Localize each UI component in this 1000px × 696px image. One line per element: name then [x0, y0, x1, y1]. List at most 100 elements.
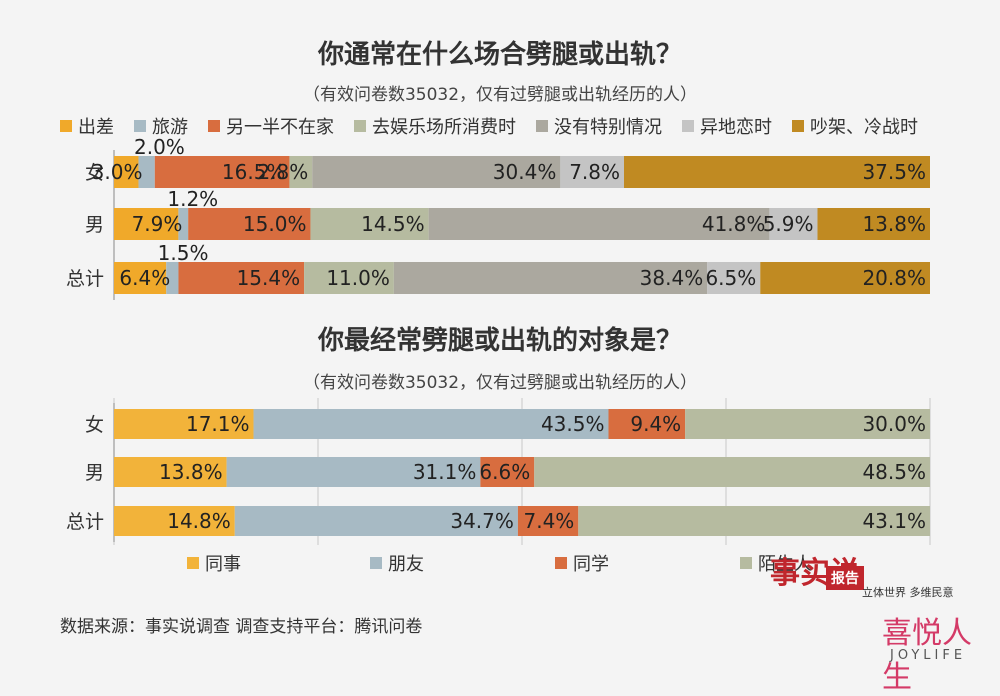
- chart-1-title: 你通常在什么场合劈腿或出轨？: [317, 40, 682, 70]
- legend-item: 同学: [555, 550, 609, 576]
- bar-segment: [138, 156, 155, 188]
- data-label: 6.4%: [119, 266, 170, 290]
- bar-segment: [178, 208, 189, 240]
- legend-swatch: [555, 557, 567, 569]
- data-label: 41.8%: [702, 212, 766, 236]
- bar-segment: [312, 156, 561, 188]
- chart-1-plot: 女3.0%2.0% 16.5%2.8% 30.4% 7.8% 37.5% 男 7.9%1.2…: [66, 135, 930, 300]
- legend-label: 没有特别情况: [554, 117, 662, 138]
- legend-swatch: [354, 120, 366, 132]
- bar-segment: [817, 208, 930, 240]
- legend-item: 出差: [60, 113, 114, 139]
- data-label: 48.5%: [862, 460, 926, 484]
- data-label: 20.8%: [862, 266, 926, 290]
- bar-segment: [624, 156, 930, 188]
- bar-segment: [188, 208, 311, 240]
- brand-watermark: 事实说 报告 立体世界 多维民意 喜悦人生 JOYLIFE: [770, 548, 1000, 695]
- category-label: 男: [85, 462, 104, 484]
- legend-swatch: [792, 120, 804, 132]
- legend-swatch: [208, 120, 220, 132]
- data-label: 9.4%: [630, 412, 681, 436]
- chart-2-legend: 同事 朋友 同学 陌生人: [0, 550, 1000, 580]
- data-label: 7.8%: [569, 160, 620, 184]
- data-label: 7.9%: [132, 212, 183, 236]
- data-label: 34.7%: [450, 509, 514, 533]
- bar-segment: [534, 457, 930, 487]
- chart-2-title: 你最经常劈腿或出轨的对象是？: [317, 326, 682, 356]
- bar-segment: [560, 156, 624, 188]
- bar-segment: [114, 457, 227, 487]
- data-label: 38.4%: [640, 266, 704, 290]
- legend-item: 没有特别情况: [536, 113, 662, 139]
- category-label: 男: [85, 214, 104, 236]
- data-label: 43.5%: [541, 412, 605, 436]
- legend-label: 吵架、冷战时: [810, 117, 918, 138]
- legend-swatch: [370, 557, 382, 569]
- legend-swatch: [536, 120, 548, 132]
- bar-segment: [480, 457, 535, 487]
- legend-item: 同事: [187, 550, 241, 576]
- bar-segment: [178, 262, 305, 294]
- legend-swatch: [134, 120, 146, 132]
- bar-segment: [428, 208, 770, 240]
- data-label: 11.0%: [326, 266, 390, 290]
- brand-report-tag: 报告: [826, 566, 864, 590]
- bar-segment: [253, 409, 609, 439]
- legend-item: 另一半不在家: [208, 113, 334, 139]
- bar-segment: [226, 457, 481, 487]
- bar-segment: [517, 506, 579, 536]
- legend-swatch: [740, 557, 752, 569]
- legend-item: 吵架、冷战时: [792, 113, 918, 139]
- category-label: 总计: [66, 268, 104, 290]
- legend-label: 朋友: [388, 554, 424, 575]
- legend-swatch: [60, 120, 72, 132]
- bar-segment: [114, 262, 167, 294]
- brand-slogan: 立体世界 多维民意: [862, 586, 954, 599]
- bar-segment: [166, 262, 179, 294]
- bar-segment: [114, 156, 139, 188]
- chart-1-subtitle: （有效问卷数35032，仅有过劈腿或出轨经历的人）: [302, 85, 698, 105]
- bar-segment: [608, 409, 686, 439]
- data-label: 13.8%: [862, 212, 926, 236]
- legend-label: 陌生人: [758, 554, 812, 575]
- bar-segment: [114, 409, 254, 439]
- data-label: 1.2%: [167, 187, 218, 211]
- data-label: 3.0%: [92, 160, 143, 184]
- bar-segment: [304, 262, 394, 294]
- bar-segment: [769, 208, 818, 240]
- legend-label: 去娱乐场所消费时: [372, 117, 516, 138]
- legend-label: 同事: [205, 554, 241, 575]
- bar-segment: [114, 208, 179, 240]
- legend-label: 同学: [573, 554, 609, 575]
- category-label: 总计: [66, 511, 104, 533]
- data-label: 6.6%: [479, 460, 530, 484]
- data-label: 14.5%: [361, 212, 425, 236]
- data-label: 15.4%: [237, 266, 301, 290]
- bar-segment: [707, 262, 761, 294]
- data-label: 14.8%: [167, 509, 231, 533]
- data-label: 2.8%: [257, 160, 308, 184]
- bar-segment: [234, 506, 518, 536]
- category-label: 女: [85, 162, 104, 184]
- data-label: 31.1%: [413, 460, 477, 484]
- chart-2-plot: 女 17.1% 43.5% 9.4% 30.0% 男 13.8% 31.1% 6.6% 48.5%…: [66, 398, 931, 545]
- data-label: 2.0%: [134, 135, 185, 159]
- data-label: 7.4%: [523, 509, 574, 533]
- chart-2-subtitle: （有效问卷数35032，仅有过劈腿或出轨经历的人）: [302, 373, 698, 393]
- category-label: 女: [85, 414, 104, 436]
- bar-segment: [393, 262, 708, 294]
- legend-swatch: [187, 557, 199, 569]
- bar-segment: [310, 208, 429, 240]
- data-label: 30.0%: [862, 412, 926, 436]
- bar-segment: [685, 409, 930, 439]
- data-label: 15.0%: [243, 212, 307, 236]
- chart-1-legend: 出差 旅游 另一半不在家 去娱乐场所消费时 没有特别情况 异地恋时 吵架、冷战时: [60, 113, 918, 139]
- data-label: 30.4%: [493, 160, 557, 184]
- data-label: 5.9%: [763, 212, 814, 236]
- legend-item: 陌生人: [740, 550, 812, 576]
- legend-item: 异地恋时: [682, 113, 772, 139]
- legend-item: 去娱乐场所消费时: [354, 113, 516, 139]
- legend-item: 旅游: [134, 113, 188, 139]
- data-label: 17.1%: [186, 412, 250, 436]
- legend-label: 出差: [78, 117, 114, 138]
